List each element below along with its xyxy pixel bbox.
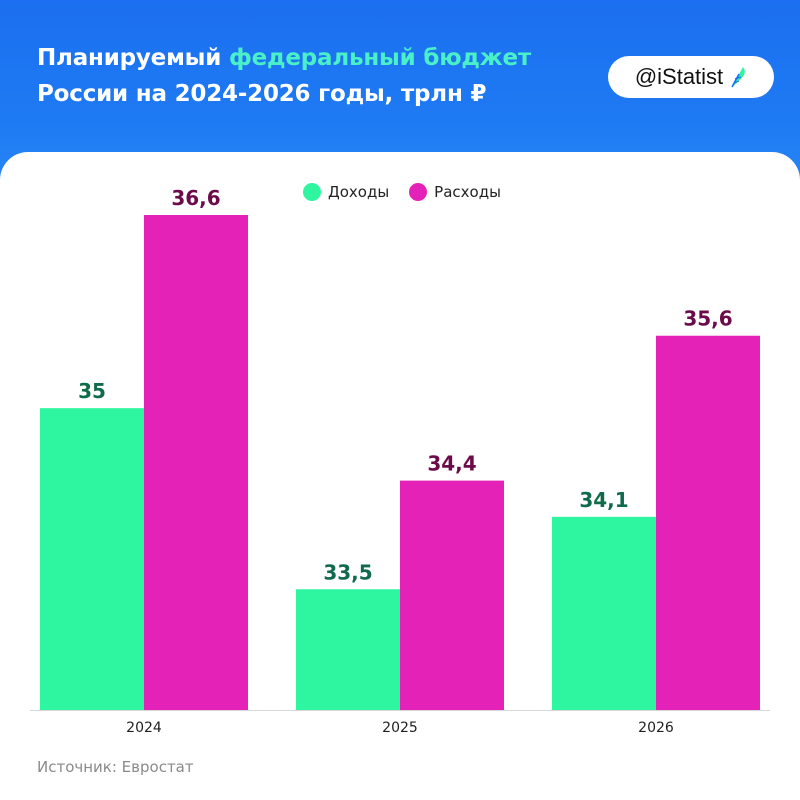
brand-badge[interactable]: @iStatist — [608, 56, 774, 98]
brand-label: @iStatist — [634, 64, 724, 89]
data-label-income-2026: 34,1 — [579, 488, 628, 512]
legend-item-expense: Расходы — [409, 183, 501, 201]
legend-label-expense: Расходы — [434, 183, 501, 201]
chart-legend: Доходы Расходы — [303, 183, 501, 201]
feather-leaf-icon — [729, 65, 747, 89]
title-part-2: России на 2024-2026 годы, трлн ₽ — [37, 81, 487, 107]
legend-item-income: Доходы — [303, 183, 389, 201]
x-tick-label-2024: 2024 — [126, 720, 162, 736]
bar-expense-2024 — [144, 215, 248, 710]
x-tick-label-2025: 2025 — [382, 720, 418, 736]
legend-dot-income — [303, 183, 321, 201]
bar-income-2025 — [296, 589, 400, 710]
x-tick-label-2026: 2026 — [638, 720, 674, 736]
legend-label-income: Доходы — [328, 183, 390, 201]
bar-income-2024 — [40, 408, 144, 710]
bar-expense-2025 — [400, 480, 504, 710]
data-label-expense-2024: 36,6 — [171, 186, 220, 210]
title-part-1: Планируемый — [37, 45, 229, 71]
title-accent: федеральный бюджет — [229, 45, 531, 71]
data-label-income-2024: 35 — [78, 379, 106, 403]
source-note: Источник: Евростат — [37, 758, 194, 776]
bar-expense-2026 — [656, 335, 760, 710]
bar-income-2026 — [552, 516, 656, 710]
page-title: Планируемый федеральный бюджет России на… — [37, 40, 597, 112]
data-label-income-2025: 33,5 — [323, 560, 372, 584]
data-label-expense-2026: 35,6 — [683, 307, 732, 331]
legend-dot-expense — [409, 183, 428, 201]
data-label-expense-2025: 34,4 — [427, 452, 476, 476]
